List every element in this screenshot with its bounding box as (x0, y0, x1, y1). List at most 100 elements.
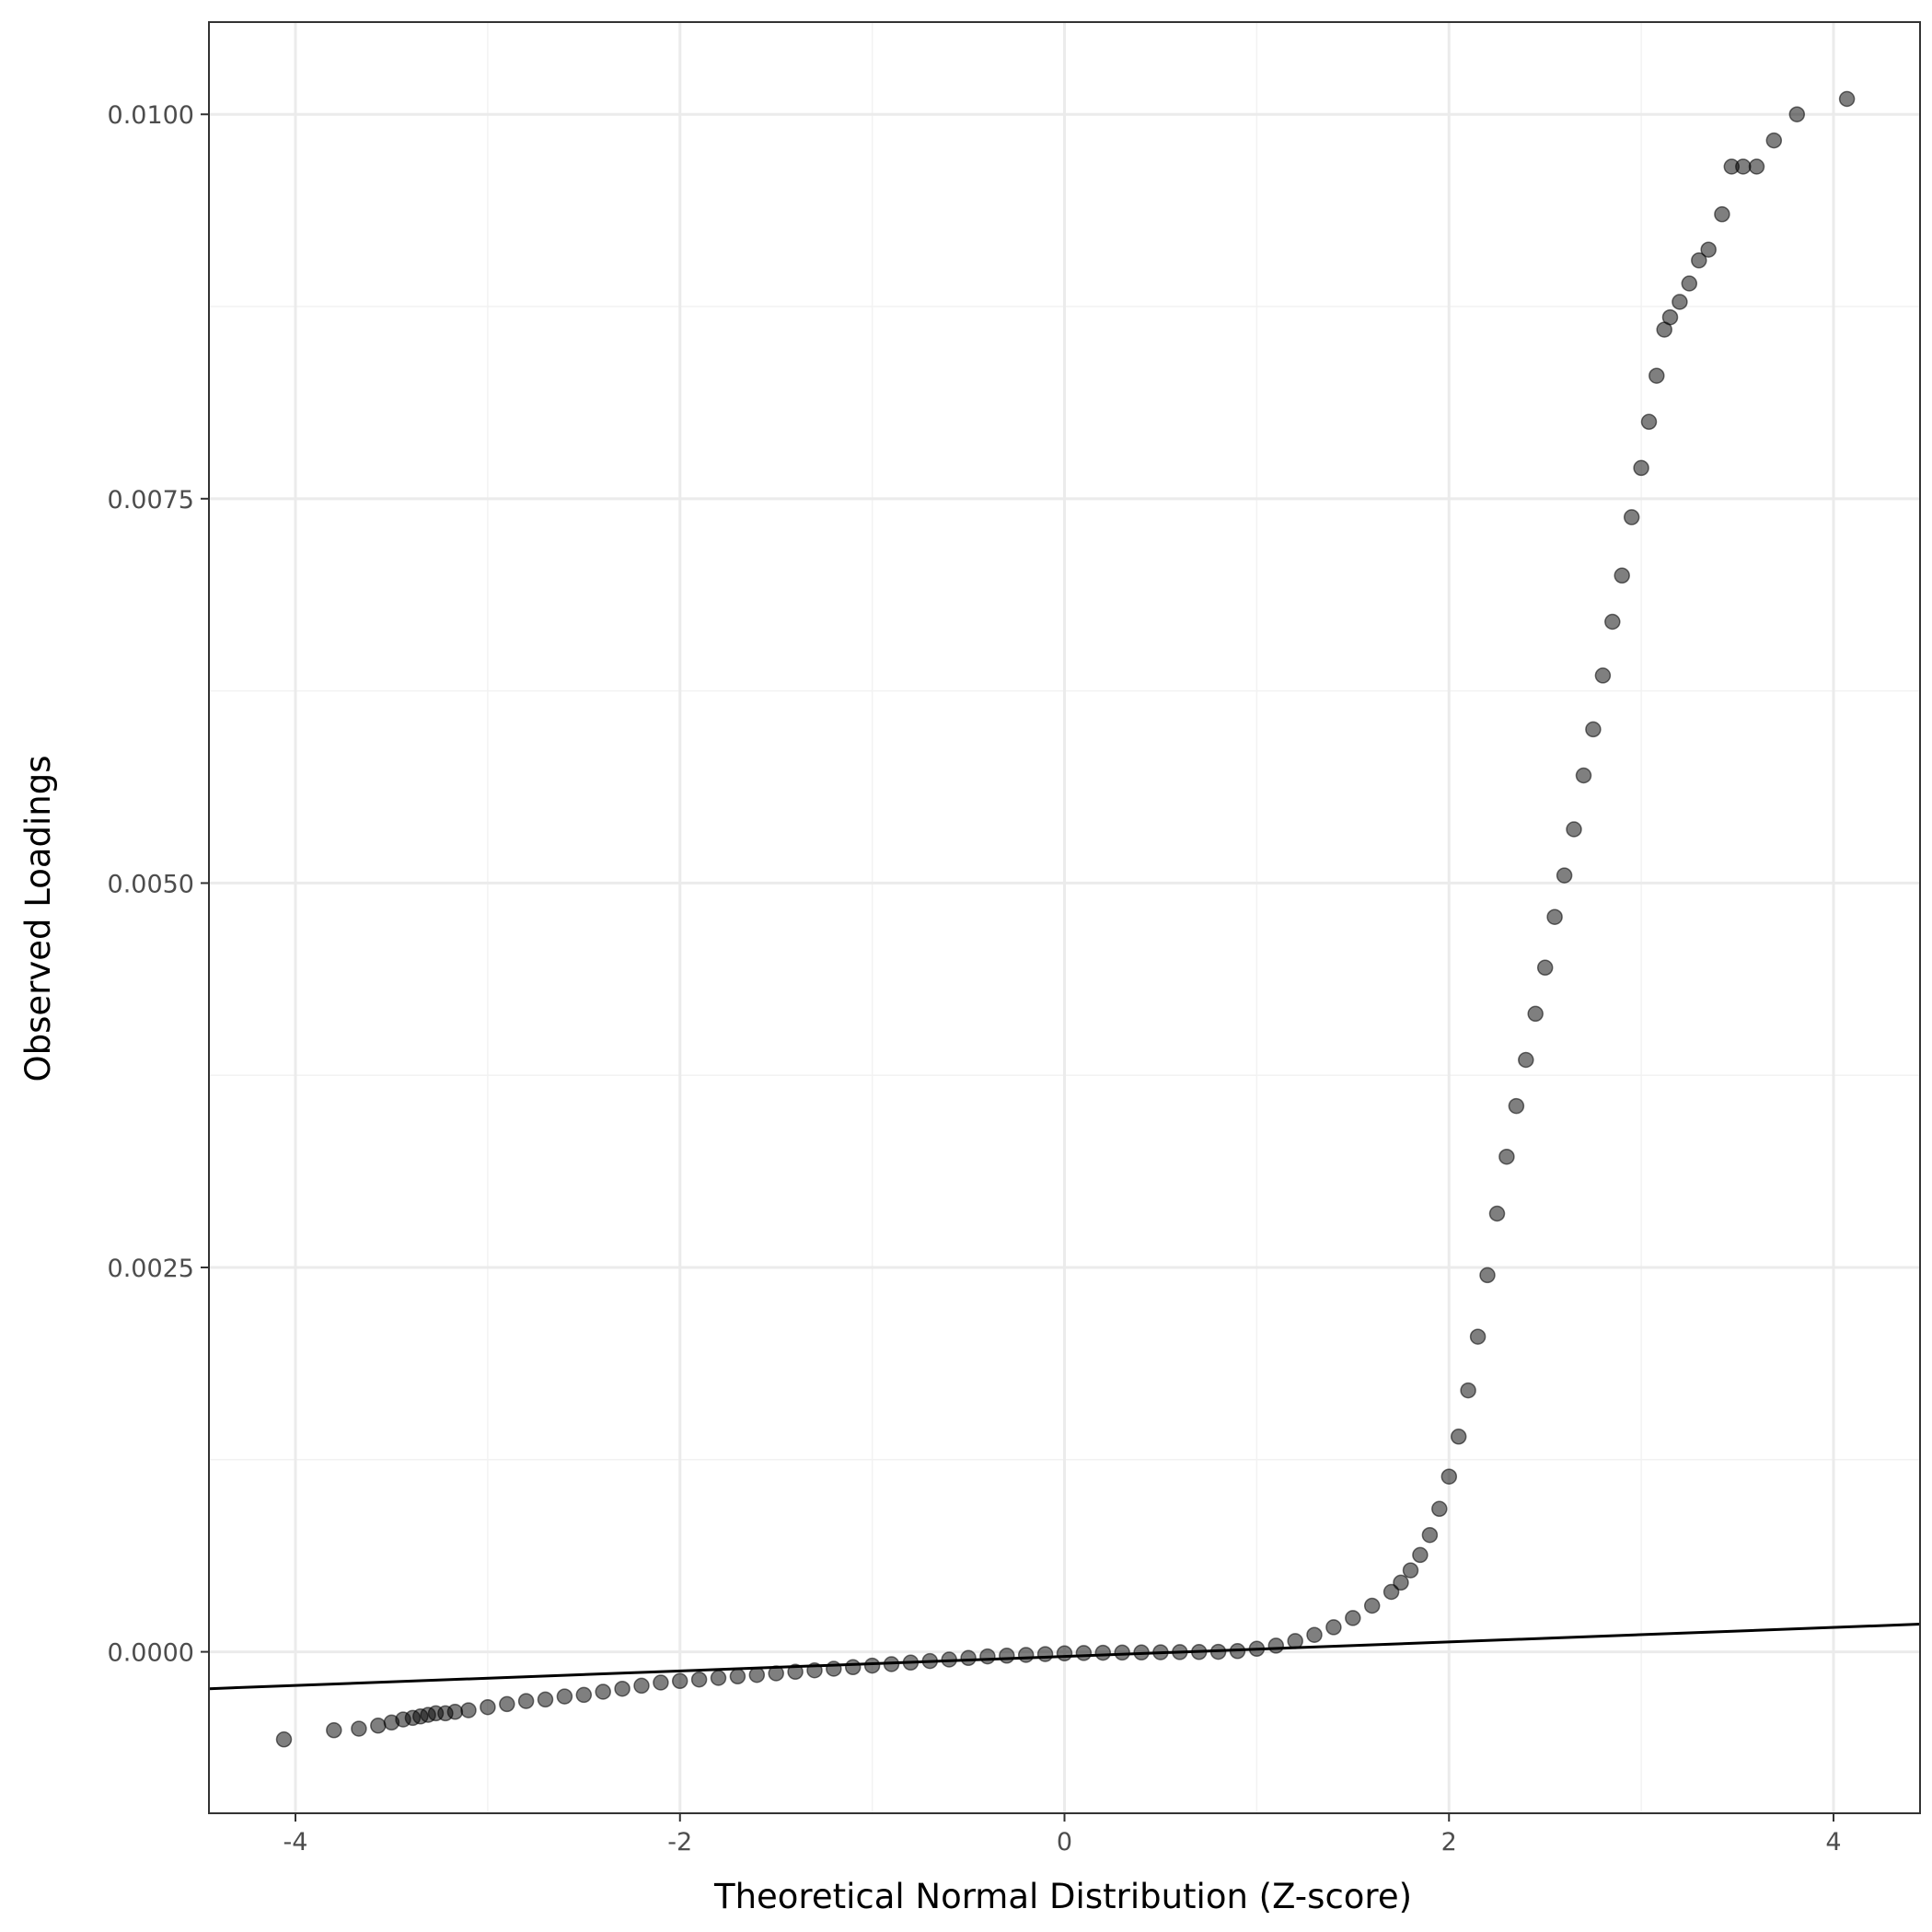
data-point (768, 1665, 784, 1682)
data-point (1735, 158, 1752, 175)
data-point (710, 1670, 727, 1686)
data-point (1114, 1644, 1130, 1661)
data-point (614, 1680, 631, 1697)
data-point (537, 1691, 554, 1708)
data-point (1363, 1597, 1381, 1614)
data-point (1412, 1546, 1429, 1564)
data-point (1306, 1626, 1323, 1643)
data-point (1094, 1644, 1112, 1661)
data-point (1508, 1097, 1525, 1115)
data-point (595, 1683, 611, 1700)
data-point (480, 1698, 496, 1716)
y-tick-label: 0.0000 (108, 1639, 194, 1668)
data-point (351, 1720, 367, 1737)
data-point (1649, 367, 1665, 384)
data-point (1421, 1526, 1439, 1544)
data-point (1345, 1610, 1361, 1626)
axis-ticks (201, 113, 1835, 1822)
data-point (1672, 294, 1688, 310)
x-tick-label: 0 (1057, 1828, 1072, 1857)
data-point (1479, 1267, 1496, 1284)
data-point (653, 1674, 669, 1691)
data-point (370, 1718, 387, 1734)
data-point (1838, 90, 1856, 108)
data-point (1267, 1637, 1285, 1654)
data-point (1788, 106, 1806, 122)
x-tick-label: -2 (667, 1828, 692, 1857)
data-point (556, 1688, 573, 1705)
data-point (1229, 1643, 1246, 1660)
data-point (1488, 1205, 1506, 1222)
data-point (1585, 721, 1602, 738)
data-point (1460, 1382, 1476, 1399)
data-point (748, 1666, 766, 1683)
data-point (1536, 959, 1554, 977)
y-tick-label: 0.0025 (108, 1255, 194, 1283)
data-point (1604, 613, 1621, 631)
data-point (902, 1654, 920, 1672)
data-point (1498, 1148, 1515, 1165)
data-point (1546, 908, 1563, 925)
data-point (1017, 1647, 1035, 1663)
data-points (275, 90, 1856, 1748)
data-point (1623, 509, 1640, 526)
y-tick-label: 0.0075 (108, 486, 194, 515)
data-point (1681, 275, 1698, 292)
y-tick-label: 0.0050 (108, 870, 194, 898)
data-point (326, 1722, 342, 1739)
data-point (941, 1651, 957, 1668)
data-point (575, 1686, 593, 1704)
data-point (863, 1657, 881, 1674)
data-point (1325, 1619, 1342, 1636)
data-point (1382, 1583, 1400, 1601)
data-point (826, 1660, 842, 1677)
data-point (275, 1731, 293, 1748)
data-point (806, 1661, 823, 1679)
x-tick-label: 4 (1825, 1828, 1841, 1857)
data-point (1575, 767, 1592, 784)
data-point (1714, 206, 1730, 223)
data-point (1527, 1005, 1544, 1023)
data-point (690, 1671, 708, 1688)
data-point (1633, 459, 1649, 477)
data-point (729, 1668, 746, 1685)
data-point (1133, 1644, 1150, 1661)
data-point (446, 1704, 464, 1720)
data-point (1402, 1562, 1419, 1579)
data-point (1431, 1500, 1448, 1518)
x-tick-label: 2 (1441, 1828, 1457, 1857)
y-axis-title: Observed Loadings (18, 755, 58, 1082)
data-point (633, 1677, 650, 1695)
data-point (1700, 241, 1717, 258)
x-axis-tick-labels: -4 -2 0 2 4 (283, 1828, 1842, 1857)
data-point (1056, 1645, 1073, 1662)
data-point (1594, 667, 1612, 684)
data-point (979, 1648, 996, 1665)
x-tick-label: -4 (283, 1828, 308, 1857)
data-point (844, 1659, 862, 1676)
data-point (1152, 1644, 1169, 1660)
data-point (1566, 821, 1582, 838)
data-point (1287, 1633, 1303, 1649)
data-point (1209, 1643, 1227, 1660)
x-axis-title: Theoretical Normal Distribution (Z-score… (713, 1877, 1412, 1916)
y-tick-label: 0.0100 (108, 101, 194, 130)
data-point (960, 1649, 977, 1667)
data-point (921, 1652, 939, 1670)
data-point (1556, 867, 1573, 884)
data-point (787, 1663, 804, 1681)
data-point (1075, 1645, 1093, 1661)
data-point (1518, 1051, 1534, 1069)
data-point (999, 1648, 1015, 1664)
data-point (671, 1672, 688, 1690)
data-point (1393, 1574, 1409, 1591)
data-point (1440, 1468, 1458, 1485)
data-point (1248, 1640, 1266, 1658)
data-point (1661, 308, 1679, 326)
data-point (1614, 567, 1630, 584)
data-point (1036, 1646, 1054, 1662)
data-point (1765, 132, 1783, 149)
data-point (1640, 413, 1658, 431)
